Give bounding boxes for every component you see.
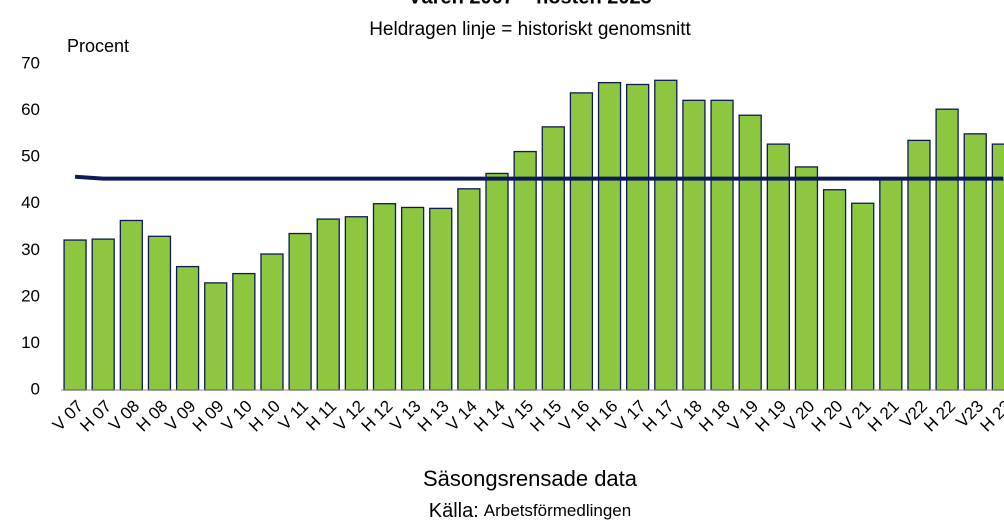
chart-title: Våren 2007 – hösten 2023	[408, 0, 651, 8]
bar	[429, 207, 453, 391]
y-tick-label: 0	[31, 379, 40, 398]
bar	[851, 202, 875, 391]
bar	[175, 265, 200, 391]
y-tick-label: 50	[21, 147, 40, 166]
bar	[991, 143, 1004, 391]
bar	[569, 92, 594, 391]
bar	[738, 114, 762, 391]
bar	[457, 188, 481, 391]
y-axis-label: Procent	[67, 36, 129, 56]
bar	[316, 218, 340, 391]
bar	[822, 189, 847, 391]
bar	[344, 216, 369, 391]
y-tick-label: 70	[21, 53, 40, 72]
bar	[400, 206, 425, 391]
bar	[710, 99, 734, 391]
bar	[963, 133, 987, 391]
bar	[654, 79, 678, 391]
chart-subtitle: Heldragen linje = historiskt genomsnitt	[369, 19, 691, 40]
bar	[541, 126, 565, 391]
y-tick-label: 20	[21, 286, 40, 305]
x-tick-label: V 11	[275, 397, 312, 434]
bar	[513, 150, 537, 391]
bar	[485, 172, 509, 391]
bar	[597, 81, 622, 391]
bar	[119, 219, 143, 391]
bar	[626, 83, 650, 391]
bar	[879, 177, 903, 391]
source-name: Arbetsförmedlingen	[484, 501, 631, 520]
source-label: Källa:	[429, 500, 479, 522]
bar	[766, 143, 790, 391]
bar	[91, 238, 115, 391]
bar	[935, 108, 959, 391]
bar	[372, 203, 397, 391]
bar	[147, 235, 172, 391]
bar	[288, 232, 312, 391]
bar	[682, 99, 706, 391]
y-tick-label: 40	[21, 193, 40, 212]
average-line	[74, 174, 1004, 181]
bar	[204, 282, 228, 391]
bar	[232, 272, 256, 391]
source: Källa: Arbetsförmedlingen	[429, 500, 631, 522]
y-tick-label: 60	[21, 100, 40, 119]
y-tick-label: 10	[21, 333, 40, 352]
x-axis-label: Säsongsrensade data	[423, 466, 638, 491]
bar	[260, 253, 284, 391]
bar	[63, 239, 87, 391]
y-tick-label: 30	[21, 240, 40, 259]
x-tick-label: H 11	[302, 397, 340, 435]
bar	[794, 166, 819, 391]
